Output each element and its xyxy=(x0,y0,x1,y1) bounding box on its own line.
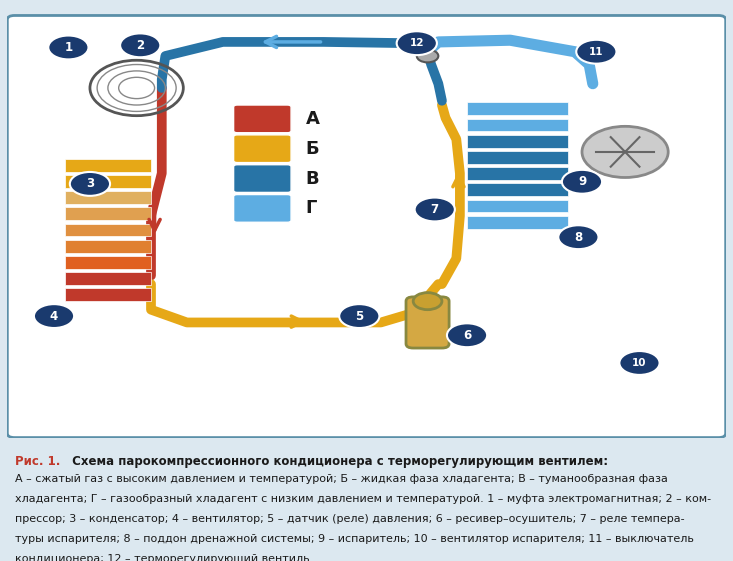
Text: 7: 7 xyxy=(431,203,439,216)
Bar xyxy=(467,135,567,148)
Text: 8: 8 xyxy=(574,231,583,243)
FancyBboxPatch shape xyxy=(234,135,291,163)
Bar xyxy=(65,175,151,188)
Circle shape xyxy=(559,226,599,249)
FancyBboxPatch shape xyxy=(7,16,726,438)
FancyBboxPatch shape xyxy=(234,195,291,222)
Text: 11: 11 xyxy=(589,47,603,57)
Circle shape xyxy=(562,170,602,194)
Circle shape xyxy=(70,172,110,196)
Text: 6: 6 xyxy=(463,329,471,342)
Text: хладагента; Г – газообразный хладагент с низким давлением и температурой. 1 – му: хладагента; Г – газообразный хладагент с… xyxy=(15,494,710,504)
Bar xyxy=(65,272,151,285)
FancyBboxPatch shape xyxy=(406,297,449,348)
Text: А: А xyxy=(306,110,320,128)
Circle shape xyxy=(34,304,74,328)
Circle shape xyxy=(413,293,442,310)
Bar xyxy=(65,208,151,220)
Bar xyxy=(65,223,151,236)
Text: 5: 5 xyxy=(356,310,364,323)
Bar xyxy=(65,256,151,269)
Circle shape xyxy=(619,351,660,375)
Circle shape xyxy=(120,34,161,57)
Bar xyxy=(65,159,151,172)
Text: Г: Г xyxy=(306,199,317,218)
Circle shape xyxy=(48,35,89,59)
Bar xyxy=(467,183,567,196)
Circle shape xyxy=(397,31,437,55)
Bar xyxy=(65,191,151,204)
Text: 3: 3 xyxy=(86,177,94,190)
Bar xyxy=(65,288,151,301)
Text: Схема парокомпрессионного кондиционера с терморегулирующим вентилем:: Схема парокомпрессионного кондиционера с… xyxy=(68,455,608,468)
Text: 2: 2 xyxy=(136,39,144,52)
Text: Б: Б xyxy=(306,140,319,158)
Text: В: В xyxy=(306,169,319,187)
FancyBboxPatch shape xyxy=(234,165,291,192)
FancyBboxPatch shape xyxy=(234,105,291,133)
Bar xyxy=(467,151,567,164)
Text: 12: 12 xyxy=(410,38,424,48)
Circle shape xyxy=(576,40,616,63)
Circle shape xyxy=(415,197,455,222)
Text: 1: 1 xyxy=(65,41,73,54)
Text: туры испарителя; 8 – поддон дренажной системы; 9 – испаритель; 10 – вентилятор и: туры испарителя; 8 – поддон дренажной си… xyxy=(15,534,693,544)
Bar xyxy=(467,167,567,180)
Circle shape xyxy=(339,304,380,328)
Bar xyxy=(467,119,567,131)
Text: Рис. 1.: Рис. 1. xyxy=(15,455,60,468)
Text: А – сжатый газ с высоким давлением и температурой; Б – жидкая фаза хладагента; В: А – сжатый газ с высоким давлением и тем… xyxy=(15,474,667,484)
Bar xyxy=(467,216,567,229)
Circle shape xyxy=(417,49,438,62)
Text: 4: 4 xyxy=(50,310,58,323)
Text: кондиционера; 12 – терморегулирующий вентиль: кондиционера; 12 – терморегулирующий вен… xyxy=(15,554,309,561)
Circle shape xyxy=(582,126,668,177)
Circle shape xyxy=(447,323,487,347)
Bar xyxy=(467,200,567,213)
Text: 10: 10 xyxy=(633,358,647,368)
Bar xyxy=(467,103,567,115)
Bar xyxy=(65,240,151,252)
Text: 9: 9 xyxy=(578,175,586,188)
Text: прессор; 3 – конденсатор; 4 – вентилятор; 5 – датчик (реле) давления; 6 – ресиве: прессор; 3 – конденсатор; 4 – вентилятор… xyxy=(15,514,684,524)
